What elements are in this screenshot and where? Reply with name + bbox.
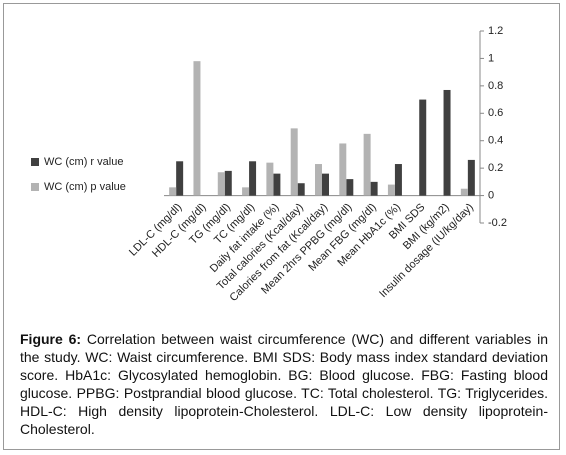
caption-label: Figure 6: (20, 331, 82, 347)
legend-label: WC (cm) r value (44, 156, 123, 168)
y-tick-label: 0 (488, 189, 494, 201)
bar (460, 188, 468, 196)
bar (193, 61, 201, 196)
bar (266, 162, 274, 196)
bar (249, 161, 257, 196)
bar (273, 173, 281, 196)
bar (339, 143, 347, 196)
bar (394, 164, 402, 196)
y-tick-label: 0.4 (488, 135, 503, 147)
bar (370, 181, 378, 196)
y-tick-label: 0.6 (488, 107, 503, 119)
bar (176, 161, 184, 196)
y-tick-label: 1 (488, 52, 494, 64)
legend-swatch (31, 158, 39, 166)
legend-label: WC (cm) p value (44, 181, 126, 193)
bar (315, 164, 322, 196)
bar (224, 170, 232, 196)
bar (363, 133, 371, 196)
y-tick-label: -0.2 (488, 217, 507, 229)
bar (419, 99, 427, 196)
caption-text: Correlation between waist circumference … (20, 331, 548, 437)
bar (242, 187, 250, 196)
bar (322, 173, 329, 196)
bar (290, 128, 298, 196)
legend-swatch (31, 183, 39, 191)
caption: Figure 6: Correlation between waist circ… (20, 330, 548, 438)
bar (297, 183, 305, 196)
figure: -0.2 0 0.2 0.4 0.6 0.8 1 1.2 LDL-C (mg/dl) HDL-C … (3, 3, 560, 450)
bar (217, 172, 225, 196)
y-tick-label: 1.2 (488, 25, 503, 37)
bar (346, 179, 354, 196)
y-tick-label: 0.8 (488, 80, 503, 92)
y-tick-label: 0.2 (488, 162, 503, 174)
bar (169, 187, 177, 196)
bar (467, 159, 475, 196)
bar (443, 89, 451, 196)
bar (387, 184, 395, 196)
